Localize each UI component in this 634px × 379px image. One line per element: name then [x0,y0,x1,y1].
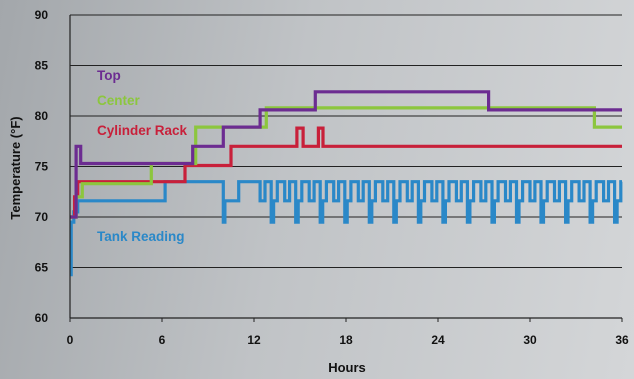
x-tick-label-12: 12 [247,333,261,347]
label-tank-reading: Tank Reading [97,229,185,244]
x-tick-label-24: 24 [431,333,445,347]
x-tick-label-36: 36 [615,333,629,347]
series-line-tank-reading [69,180,623,277]
y-tick-label-75: 75 [35,160,49,174]
series-line-center [70,106,622,219]
y-tick-label-60: 60 [35,311,49,325]
label-cylinder-rack: Cylinder Rack [97,123,188,138]
y-tick-label-85: 85 [35,59,49,73]
y-tick-label-65: 65 [35,261,49,275]
y-tick-label-70: 70 [35,210,49,224]
label-top: Top [97,68,121,83]
series-line-top [70,90,622,219]
y-tick-label-80: 80 [35,109,49,123]
x-tick-label-6: 6 [159,333,166,347]
x-tick-label-18: 18 [339,333,353,347]
y-axis-title: Temperature (°F) [8,116,23,219]
axes [69,15,623,322]
y-tick-label-90: 90 [35,8,49,22]
series-lines [69,90,623,277]
x-tick-label-30: 30 [523,333,537,347]
tick-labels: 0 6 12 18 24 30 36 60 65 70 75 80 85 90 [35,8,629,347]
label-center: Center [97,93,141,108]
x-tick-label-0: 0 [67,333,74,347]
x-axis-title: Hours [328,360,366,375]
